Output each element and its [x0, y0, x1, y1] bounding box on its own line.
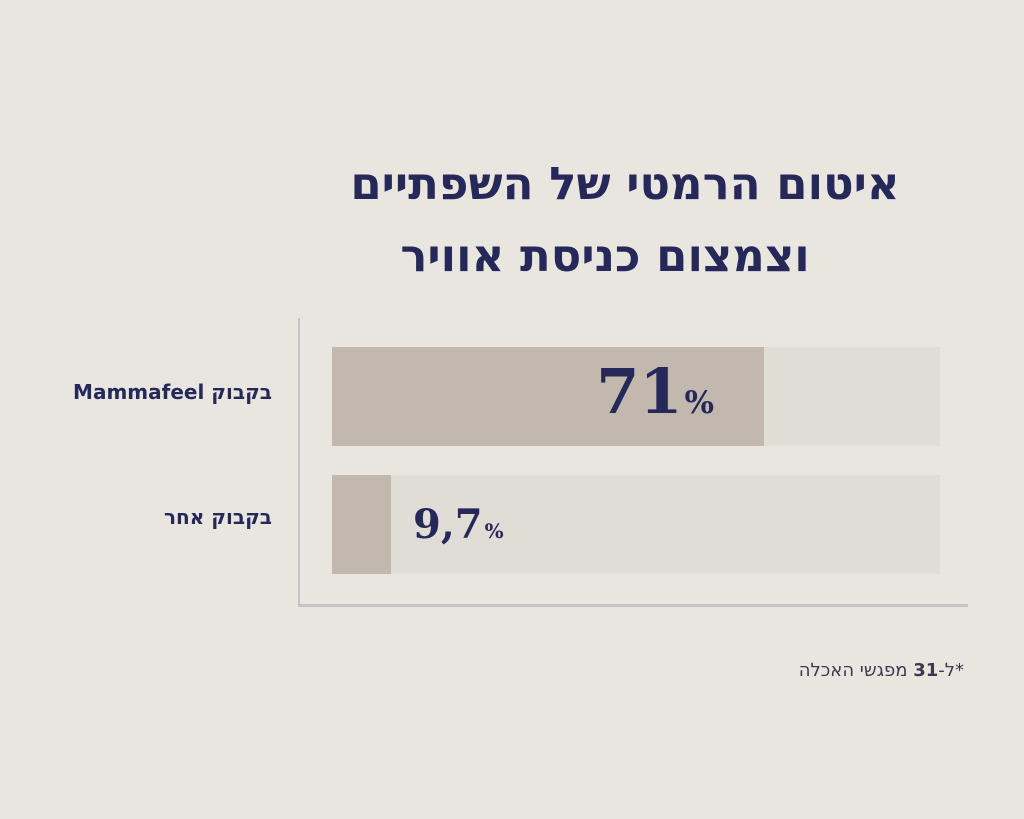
category-label-mammafeel: בקבוק Mammafeel [73, 380, 272, 404]
bar-value-number: 71 [596, 355, 683, 428]
footnote-number: 31 [913, 660, 939, 681]
x-axis-line [298, 604, 968, 607]
bar-track-other: 9,7% [332, 475, 940, 574]
bar-track-mammafeel: 71% [332, 347, 940, 446]
footnote: *ל-31 מפגשי האכלה [799, 660, 964, 681]
bar-value-number: 9,7 [413, 501, 483, 548]
category-label-other: בקבוק אחר [163, 505, 272, 529]
bar-value-other: 9,7% [413, 501, 504, 548]
bar-other [332, 475, 391, 574]
bar-value-unit: % [684, 385, 714, 421]
chart-title-line-1: איטום הרמטי של השפתיים [350, 157, 900, 210]
y-axis-line [298, 318, 300, 607]
bar-value-unit: % [484, 519, 504, 543]
bar-mammafeel [332, 347, 764, 446]
chart-title: איטום הרמטי של השפתיים וצמצום כניסת אווי… [250, 148, 960, 292]
footnote-prefix: *ל- [938, 660, 964, 681]
bar-value-mammafeel: 71% [596, 355, 714, 428]
footnote-suffix: מפגשי האכלה [798, 660, 914, 681]
chart-title-line-2: וצמצום כניסת אוויר [400, 229, 810, 282]
